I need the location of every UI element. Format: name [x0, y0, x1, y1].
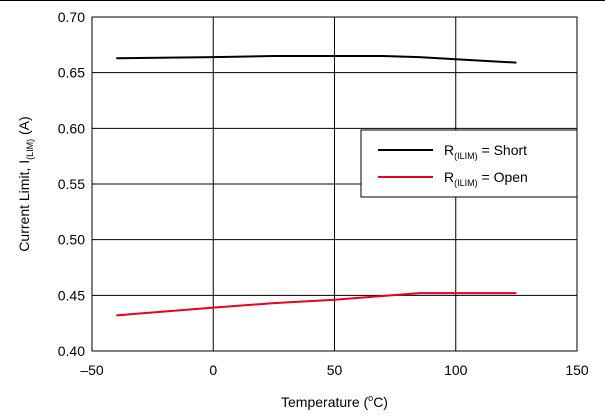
legend-label-2: R(ILIM) = Open — [444, 169, 528, 188]
y-tick-label: 0.50 — [58, 232, 85, 248]
y-tick-label: 0.45 — [58, 287, 85, 303]
y-tick-label: 0.40 — [58, 343, 85, 359]
y-tick-labels: 0.40 0.45 0.50 0.55 0.60 0.65 0.70 — [58, 9, 85, 359]
y-tick-label: 0.65 — [58, 65, 85, 81]
y-tick-label: 0.60 — [58, 120, 85, 136]
top-border-line — [0, 0, 605, 1]
x-tick-labels: –50 0 50 100 150 — [80, 362, 589, 378]
x-tick-label: 0 — [209, 362, 217, 378]
series-lines — [116, 55, 517, 317]
legend-label-1: R(ILIM) = Short — [444, 142, 527, 161]
legend: R(ILIM) = Short R(ILIM) = Open — [360, 129, 578, 198]
y-axis-title: Current Limit, I(LIM) (A) — [16, 116, 35, 251]
x-tick-label: –50 — [80, 362, 104, 378]
x-axis-title: Temperature (oC) — [281, 393, 388, 410]
legend-box — [360, 129, 578, 198]
series-line-1 — [116, 55, 517, 64]
x-tick-label: 150 — [565, 362, 589, 378]
x-tick-label: 100 — [444, 362, 468, 378]
y-tick-label: 0.70 — [58, 9, 85, 25]
series-line-2 — [116, 292, 517, 317]
x-tick-label: 50 — [327, 362, 343, 378]
y-tick-label: 0.55 — [58, 176, 85, 192]
